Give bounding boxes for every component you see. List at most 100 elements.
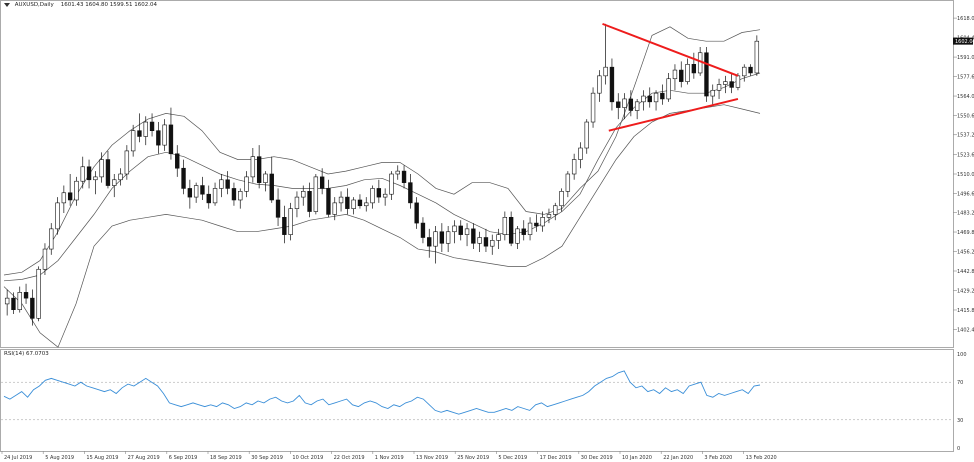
- candle-bear: [168, 124, 174, 155]
- trendline: [608, 97, 739, 132]
- candle-bull: [477, 237, 482, 244]
- time-tick-label: 17 Dec 2019: [540, 455, 572, 461]
- price-tick-label: 1402.40: [957, 327, 974, 333]
- price-tick-label: 1523.60: [957, 152, 974, 158]
- candle-bull: [590, 92, 596, 123]
- price-axis: 1618.001604.401591.001577.601564.001550.…: [953, 16, 974, 333]
- candle-bull: [641, 95, 646, 103]
- time-tick-label: 3 Feb 2020: [704, 455, 732, 461]
- price-tick-label: 1456.20: [957, 250, 974, 256]
- candle-bull: [754, 40, 760, 74]
- candle-bear: [616, 101, 621, 108]
- candle-bear: [149, 121, 155, 131]
- time-tick-label: 22 Oct 2019: [334, 455, 365, 461]
- candle-bull: [502, 217, 508, 235]
- time-tick-label: 25 Nov 2019: [457, 455, 489, 461]
- candle-bear: [256, 156, 262, 183]
- candle-bear: [23, 292, 29, 299]
- chart-header: AUXUSD,Daily 1601.43 1604.80 1599.51 160…: [4, 2, 157, 8]
- price-tick-label: 1510.00: [957, 172, 974, 178]
- candle-bull: [540, 217, 545, 227]
- candle-bear: [275, 199, 281, 218]
- candle-bull: [527, 222, 533, 235]
- candle-bear: [609, 66, 615, 103]
- candle-bull: [622, 98, 627, 108]
- time-tick-label: 5 Aug 2019: [45, 455, 74, 461]
- candle-bull: [288, 208, 293, 235]
- price-tick-label: 1429.20: [957, 289, 974, 295]
- rsi-tick-label: 0: [957, 446, 960, 452]
- candle-bull: [351, 199, 356, 209]
- candle-bull: [597, 75, 602, 94]
- candle-bear: [729, 81, 734, 88]
- trendline: [602, 22, 739, 77]
- candle-bull: [130, 130, 136, 152]
- candle-bear: [206, 193, 211, 204]
- rsi-panel-frame: [0, 349, 954, 452]
- candle-bull: [36, 268, 41, 319]
- candle-bear: [326, 188, 331, 215]
- candle-bull: [382, 193, 388, 198]
- candle-bear: [175, 153, 180, 169]
- candle-bear: [225, 179, 230, 189]
- time-tick-label: 10 Jan 2020: [622, 455, 652, 461]
- price-tick-label: 1496.60: [957, 191, 974, 197]
- price-tick-label: 1537.20: [957, 133, 974, 139]
- candle-bear: [439, 231, 445, 244]
- candle-bull: [716, 84, 722, 91]
- time-tick-label: 15 Aug 2019: [86, 455, 118, 461]
- candle-bull: [515, 228, 520, 244]
- candle-bull: [578, 147, 583, 160]
- trendlines[interactable]: [602, 22, 739, 132]
- rsi-axis: 100 70 30 0: [1, 352, 967, 452]
- candle-bear: [11, 297, 16, 310]
- rsi-tick-label: 100: [957, 352, 967, 358]
- candle-bull: [370, 188, 375, 204]
- last-price-label: 1602.04: [955, 39, 974, 45]
- candle-bear: [345, 196, 350, 209]
- candle-bear: [282, 217, 287, 235]
- candle-bull: [250, 156, 256, 178]
- price-tick-label: 1415.80: [957, 308, 974, 314]
- candle-bull: [546, 214, 552, 218]
- time-tick-label: 13 Feb 2020: [746, 455, 777, 461]
- candle-bull: [313, 176, 319, 212]
- candle-bull: [193, 185, 199, 198]
- candle-bull: [61, 192, 67, 204]
- candle-bear: [30, 297, 35, 319]
- candle-bull: [143, 121, 148, 137]
- candle-bear: [420, 222, 426, 238]
- time-tick-label: 18 Sep 2019: [210, 455, 242, 461]
- candle-bull: [433, 231, 438, 247]
- candle-bear: [319, 176, 325, 189]
- candle-bull: [672, 69, 678, 80]
- dropdown-arrow-icon[interactable]: [4, 2, 10, 7]
- candle-bull: [99, 159, 104, 178]
- candle-bear: [628, 98, 634, 111]
- candle-bear: [534, 222, 539, 227]
- rsi-series: [3, 370, 761, 415]
- candle-bull: [464, 228, 470, 235]
- time-tick-label: 13 Nov 2019: [416, 455, 448, 461]
- candle-bear: [660, 92, 665, 100]
- rsi-label: RSI(14) 67.0703: [4, 351, 49, 357]
- candle-bear: [67, 192, 73, 201]
- candle-bull: [162, 124, 167, 146]
- candle-bear: [401, 170, 407, 183]
- candle-bull: [4, 297, 10, 305]
- price-tick-label: 1577.60: [957, 74, 974, 80]
- candle-bear: [156, 130, 161, 146]
- candle-bull: [559, 191, 564, 207]
- candle-bull: [49, 228, 54, 250]
- candle-bear: [521, 228, 526, 235]
- candle-bear: [471, 228, 476, 244]
- candle-bull: [603, 66, 608, 77]
- candle-bear: [483, 237, 489, 247]
- candle-bull: [634, 101, 640, 111]
- candle-bull: [571, 159, 577, 175]
- candle-bear: [704, 52, 709, 97]
- candle-bear: [414, 202, 419, 224]
- candle-bull: [395, 170, 400, 175]
